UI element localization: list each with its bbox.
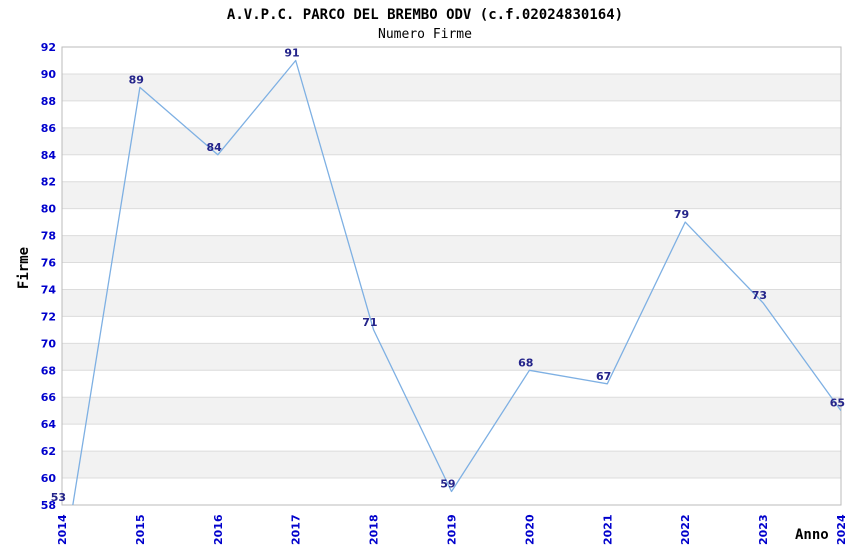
y-tick-label: 92 bbox=[41, 41, 56, 54]
y-tick-label: 76 bbox=[41, 257, 57, 270]
x-tick-label: 2017 bbox=[290, 514, 303, 545]
data-label: 73 bbox=[752, 289, 767, 302]
y-tick-label: 88 bbox=[41, 95, 56, 108]
data-label: 67 bbox=[596, 370, 611, 383]
y-tick-label: 78 bbox=[41, 230, 56, 243]
plot-band bbox=[62, 73, 841, 101]
y-tick-label: 70 bbox=[41, 337, 57, 350]
y-tick-label: 80 bbox=[41, 203, 57, 216]
y-tick-label: 74 bbox=[41, 284, 57, 297]
data-label: 53 bbox=[51, 491, 66, 504]
x-tick-label: 2014 bbox=[56, 514, 69, 545]
data-label: 71 bbox=[362, 316, 377, 329]
x-tick-label: 2022 bbox=[679, 514, 692, 545]
series-line bbox=[72, 59, 841, 505]
plot-border bbox=[61, 46, 842, 506]
data-label: 91 bbox=[284, 47, 299, 60]
plot-band bbox=[62, 127, 841, 155]
chart-subtitle: Numero Firme bbox=[378, 27, 472, 42]
x-tick-label: 2018 bbox=[368, 514, 381, 545]
x-tick-label: 2015 bbox=[134, 514, 147, 545]
y-tick-label: 86 bbox=[41, 122, 57, 135]
data-label: 59 bbox=[440, 478, 455, 491]
y-tick-label: 82 bbox=[41, 176, 56, 189]
chart-title: A.V.P.C. PARCO DEL BREMBO ODV (c.f.02024… bbox=[226, 7, 624, 23]
y-tick-label: 66 bbox=[41, 391, 57, 404]
x-tick-label: 2020 bbox=[523, 514, 536, 545]
y-tick-label: 62 bbox=[41, 445, 56, 458]
data-label: 89 bbox=[129, 73, 144, 86]
plot-band bbox=[62, 397, 841, 425]
plot-band bbox=[62, 235, 841, 263]
x-tick-label: 2021 bbox=[601, 514, 614, 545]
plot-band bbox=[62, 343, 841, 371]
y-tick-label: 68 bbox=[41, 364, 56, 377]
y-tick-label: 58 bbox=[41, 499, 56, 512]
y-tick-label: 60 bbox=[41, 472, 57, 485]
y-tick-label: 64 bbox=[41, 418, 57, 431]
plot-band bbox=[62, 181, 841, 209]
y-tick-label: 90 bbox=[41, 68, 57, 81]
x-tick-label: 2023 bbox=[757, 514, 770, 545]
data-label: 84 bbox=[206, 141, 222, 154]
plot-band bbox=[62, 451, 841, 479]
x-tick-label: 2019 bbox=[446, 514, 459, 545]
data-label: 79 bbox=[674, 208, 689, 221]
x-tick-label: 2016 bbox=[212, 514, 225, 545]
x-axis-title: Anno bbox=[795, 527, 829, 543]
y-tick-label: 72 bbox=[41, 310, 56, 323]
x-tick-label: 2024 bbox=[835, 514, 848, 545]
data-label: 65 bbox=[830, 397, 845, 410]
plot-band bbox=[62, 289, 841, 317]
data-label: 68 bbox=[518, 356, 533, 369]
y-tick-label: 84 bbox=[41, 149, 57, 162]
